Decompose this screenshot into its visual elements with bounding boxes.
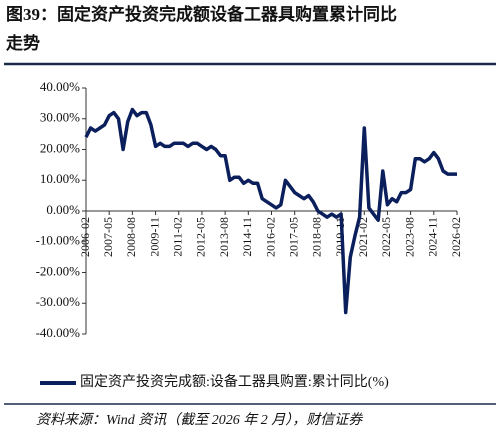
x-tick-label: 2008-08 (124, 217, 138, 257)
y-tick-label: 30.00% (40, 110, 80, 125)
x-tick-label: 2006-02 (78, 217, 92, 257)
x-tick-label: 2014-11 (240, 217, 254, 257)
x-tick-label: 2013-08 (217, 217, 231, 257)
chart-title-cont: 走势 (6, 33, 40, 53)
x-tick-label: 2021-02 (356, 217, 370, 257)
chart-title: 图39：固定资产投资完成额设备工器具购置累计同比 (6, 4, 397, 24)
x-tick-label: 2018-08 (310, 217, 324, 257)
x-tick-label: 2016-02 (263, 217, 277, 257)
y-tick-label: 20.00% (40, 140, 80, 155)
source-note: 资料来源：Wind 资讯（截至 2026 年 2 月），财信证券 (36, 412, 363, 428)
legend-label: 固定资产投资完成额:设备工器具购置:累计同比(%) (80, 373, 389, 390)
x-tick-label: 2022-05 (379, 217, 393, 257)
y-tick-label: -40.00% (36, 325, 81, 340)
x-tick-label: 2026-02 (449, 217, 463, 257)
y-tick-label: 0.00% (46, 202, 80, 217)
y-tick-label: -10.00% (36, 233, 81, 248)
data-line (84, 107, 457, 315)
x-tick-label: 2007-05 (101, 217, 115, 257)
y-tick-label: -30.00% (36, 294, 81, 309)
y-tick-label: 40.00% (40, 79, 80, 94)
x-tick-label: 2012-05 (194, 217, 208, 257)
y-tick-label: 10.00% (40, 171, 80, 186)
x-tick-label: 2024-11 (426, 217, 440, 257)
x-tick-label: 2009-11 (147, 217, 161, 257)
x-tick-label: 2023-08 (402, 217, 416, 257)
x-tick-label: 2017-05 (286, 217, 300, 257)
y-tick-label: -20.00% (36, 263, 81, 278)
x-tick-label: 2011-02 (171, 217, 185, 257)
